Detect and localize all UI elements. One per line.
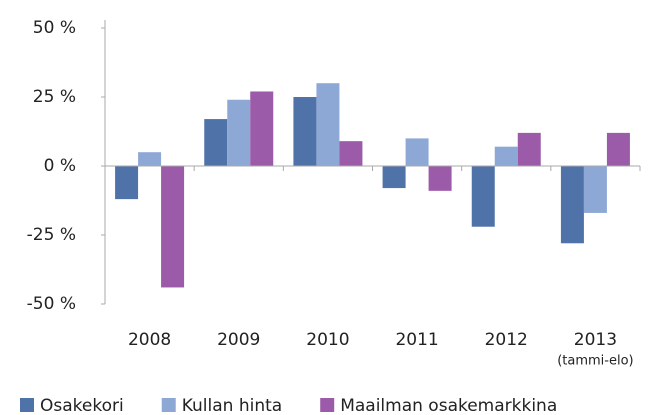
bar (405, 138, 429, 166)
bar (250, 91, 274, 166)
legend-label: Maailman osakemarkkina (340, 396, 557, 415)
annotation: (tammi-elo) (557, 354, 633, 369)
x-tick-label: 2008 (128, 330, 171, 350)
x-tick-label: 2009 (217, 330, 260, 350)
x-tick-label: 2011 (395, 330, 438, 350)
bar (115, 166, 139, 200)
legend-label: Osakekori (40, 396, 124, 415)
bar (204, 119, 228, 166)
bar (293, 97, 317, 166)
legend-swatch (161, 398, 176, 412)
bar (161, 166, 185, 288)
x-tick-label: 2012 (485, 330, 528, 350)
bar (382, 166, 406, 189)
bar (583, 166, 607, 213)
bar (517, 132, 541, 166)
bar (494, 146, 518, 166)
bar (339, 141, 363, 166)
bar (428, 166, 452, 191)
bar (606, 132, 630, 166)
y-tick-label: -25 % (27, 225, 76, 245)
y-tick-label: 50 % (33, 18, 76, 38)
y-tick-label: 0 % (44, 156, 76, 176)
y-tick-label: -50 % (27, 294, 76, 314)
bar (316, 83, 340, 166)
legend-label: Kullan hinta (182, 396, 282, 415)
x-tick-label: 2013 (574, 330, 617, 350)
x-tick-label: 2010 (306, 330, 349, 350)
bar (227, 99, 251, 166)
legend-swatch (320, 398, 335, 412)
bar (138, 152, 162, 166)
y-tick-label: 25 % (33, 87, 76, 107)
bar (560, 166, 584, 244)
bar (471, 166, 495, 227)
legend-swatch (20, 398, 34, 412)
